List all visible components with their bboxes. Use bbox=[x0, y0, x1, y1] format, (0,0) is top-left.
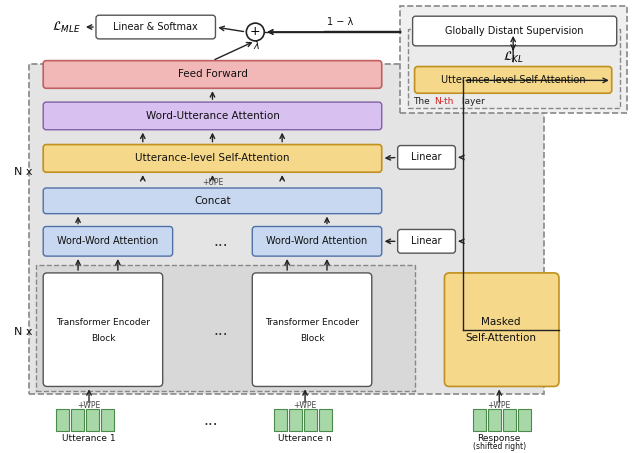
Text: Linear: Linear bbox=[412, 152, 442, 162]
Bar bbox=[488, 409, 501, 431]
Bar bbox=[304, 409, 317, 431]
Text: +WPE: +WPE bbox=[77, 401, 100, 410]
Bar bbox=[71, 409, 84, 431]
Text: +WPE: +WPE bbox=[294, 401, 317, 410]
Text: (shifted right): (shifted right) bbox=[473, 442, 526, 451]
FancyBboxPatch shape bbox=[397, 145, 456, 169]
Bar bbox=[274, 409, 287, 431]
FancyBboxPatch shape bbox=[44, 61, 381, 88]
Text: ...: ... bbox=[203, 413, 218, 428]
Text: N-th: N-th bbox=[435, 96, 454, 106]
Bar bbox=[86, 409, 99, 431]
Text: 1 − λ: 1 − λ bbox=[327, 17, 353, 27]
Text: +WPE: +WPE bbox=[488, 401, 511, 410]
Text: $\mathcal{L}_{KL}$: $\mathcal{L}_{KL}$ bbox=[503, 50, 524, 65]
Text: ...: ... bbox=[213, 323, 228, 337]
Circle shape bbox=[246, 23, 264, 41]
FancyBboxPatch shape bbox=[444, 273, 559, 386]
Text: Transformer Encoder: Transformer Encoder bbox=[56, 318, 150, 327]
Bar bbox=[101, 409, 114, 431]
FancyBboxPatch shape bbox=[413, 16, 617, 46]
FancyBboxPatch shape bbox=[397, 230, 456, 253]
Text: layer: layer bbox=[460, 96, 485, 106]
Bar bbox=[399, 6, 627, 113]
Text: Linear: Linear bbox=[412, 236, 442, 246]
Text: ...: ... bbox=[213, 234, 228, 249]
Text: Utterance 1: Utterance 1 bbox=[62, 434, 116, 443]
Text: Transformer Encoder: Transformer Encoder bbox=[265, 318, 359, 327]
Bar bbox=[518, 409, 531, 431]
Bar bbox=[289, 409, 302, 431]
Text: +UPE: +UPE bbox=[202, 178, 223, 187]
Text: Feed Forward: Feed Forward bbox=[177, 69, 248, 79]
Text: Concat: Concat bbox=[194, 196, 231, 206]
Bar bbox=[56, 409, 69, 431]
Text: Response: Response bbox=[477, 434, 521, 443]
Text: Block: Block bbox=[300, 333, 324, 342]
FancyBboxPatch shape bbox=[44, 102, 381, 130]
Text: N x: N x bbox=[14, 167, 33, 177]
Bar bbox=[319, 409, 332, 431]
Bar bbox=[408, 29, 620, 108]
Text: Globally Distant Supervision: Globally Distant Supervision bbox=[445, 26, 584, 36]
Bar bbox=[29, 63, 544, 395]
Bar bbox=[503, 409, 516, 431]
FancyBboxPatch shape bbox=[44, 188, 381, 214]
Text: Word-Word Attention: Word-Word Attention bbox=[266, 236, 367, 246]
Text: $\mathcal{L}_{MLE}$: $\mathcal{L}_{MLE}$ bbox=[52, 19, 81, 34]
Text: Word-Utterance Attention: Word-Utterance Attention bbox=[145, 111, 280, 121]
FancyBboxPatch shape bbox=[44, 273, 163, 386]
FancyBboxPatch shape bbox=[415, 67, 612, 93]
Text: Self-Attention: Self-Attention bbox=[466, 333, 537, 343]
Text: +: + bbox=[250, 25, 260, 39]
Text: Word-Word Attention: Word-Word Attention bbox=[58, 236, 159, 246]
Text: Utterance n: Utterance n bbox=[278, 434, 332, 443]
Text: Linear & Softmax: Linear & Softmax bbox=[113, 22, 198, 32]
Text: Utterance-level Self-Attention: Utterance-level Self-Attention bbox=[135, 154, 290, 164]
FancyBboxPatch shape bbox=[44, 226, 173, 256]
Bar bbox=[474, 409, 486, 431]
Text: Masked: Masked bbox=[481, 317, 521, 327]
Text: λ: λ bbox=[253, 41, 259, 51]
Bar bbox=[36, 265, 415, 391]
FancyBboxPatch shape bbox=[96, 15, 216, 39]
Text: Utterance-level Self-Attention: Utterance-level Self-Attention bbox=[441, 75, 586, 85]
Text: Block: Block bbox=[91, 333, 115, 342]
FancyBboxPatch shape bbox=[252, 273, 372, 386]
FancyBboxPatch shape bbox=[252, 226, 381, 256]
Text: N x: N x bbox=[14, 327, 33, 337]
FancyBboxPatch shape bbox=[44, 145, 381, 172]
Text: The: The bbox=[413, 96, 432, 106]
